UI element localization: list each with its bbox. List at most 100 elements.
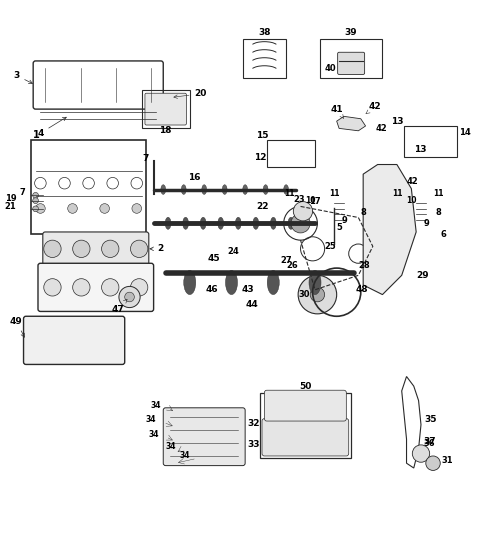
Text: 32: 32 <box>247 419 259 428</box>
FancyBboxPatch shape <box>163 408 244 466</box>
Text: 45: 45 <box>207 254 220 263</box>
Text: 12: 12 <box>254 153 266 162</box>
Circle shape <box>101 240 119 258</box>
Ellipse shape <box>270 217 276 229</box>
Text: 40: 40 <box>324 64 335 72</box>
Text: 23: 23 <box>293 195 304 203</box>
Text: 44: 44 <box>245 300 258 308</box>
Circle shape <box>32 206 38 212</box>
Text: 20: 20 <box>173 89 207 98</box>
Ellipse shape <box>200 217 206 229</box>
Text: 48: 48 <box>355 285 368 294</box>
Text: 27: 27 <box>280 256 291 265</box>
Circle shape <box>35 203 45 213</box>
Text: 8: 8 <box>435 208 440 217</box>
Text: 21: 21 <box>4 202 16 211</box>
Circle shape <box>68 203 77 213</box>
Text: 7: 7 <box>19 188 25 197</box>
Ellipse shape <box>287 217 293 229</box>
FancyBboxPatch shape <box>43 232 149 266</box>
Text: 8: 8 <box>360 208 366 217</box>
Text: 11: 11 <box>432 189 442 198</box>
Text: 6: 6 <box>439 230 445 239</box>
Bar <box>319 39 382 78</box>
Circle shape <box>124 292 134 302</box>
Text: 22: 22 <box>255 202 268 211</box>
FancyBboxPatch shape <box>264 390 346 421</box>
Text: 2: 2 <box>150 245 164 253</box>
Bar <box>30 141 146 234</box>
Circle shape <box>32 198 38 203</box>
Bar <box>242 39 286 78</box>
Ellipse shape <box>182 217 188 229</box>
Circle shape <box>44 279 61 296</box>
Text: 35: 35 <box>424 415 437 424</box>
FancyBboxPatch shape <box>38 263 153 312</box>
Polygon shape <box>363 164 415 295</box>
Circle shape <box>130 279 148 296</box>
Text: 28: 28 <box>358 261 369 270</box>
Text: 10: 10 <box>406 196 416 205</box>
Text: 19: 19 <box>5 194 16 203</box>
Text: 18: 18 <box>159 126 171 135</box>
Text: 33: 33 <box>247 440 259 450</box>
Text: 11: 11 <box>391 189 402 198</box>
FancyBboxPatch shape <box>261 419 348 456</box>
Bar <box>259 393 350 458</box>
Text: 47: 47 <box>111 299 127 314</box>
Ellipse shape <box>222 184 227 194</box>
Circle shape <box>290 214 310 233</box>
Text: 13: 13 <box>390 116 402 126</box>
Text: 13: 13 <box>413 146 425 155</box>
Text: 37: 37 <box>423 437 435 446</box>
Text: 38: 38 <box>257 29 270 37</box>
Text: 30: 30 <box>298 290 309 299</box>
Text: 9: 9 <box>423 219 428 228</box>
Bar <box>141 90 189 128</box>
Ellipse shape <box>283 184 288 194</box>
Bar <box>403 126 456 157</box>
Circle shape <box>101 279 119 296</box>
Text: 34: 34 <box>151 401 161 410</box>
Text: 9: 9 <box>341 216 347 225</box>
Ellipse shape <box>183 270 196 295</box>
Text: 29: 29 <box>415 270 428 280</box>
Ellipse shape <box>225 270 237 295</box>
Text: 34: 34 <box>165 442 175 451</box>
Text: 14: 14 <box>458 128 470 137</box>
Text: 43: 43 <box>241 285 253 294</box>
Ellipse shape <box>235 217 241 229</box>
Text: 26: 26 <box>286 261 297 270</box>
FancyBboxPatch shape <box>145 93 186 125</box>
Text: 42: 42 <box>365 102 381 114</box>
Ellipse shape <box>181 184 186 194</box>
Text: 41: 41 <box>330 104 343 118</box>
Circle shape <box>73 279 90 296</box>
Bar <box>266 141 314 167</box>
Ellipse shape <box>263 184 268 194</box>
Ellipse shape <box>267 270 279 295</box>
Text: 1: 1 <box>33 130 40 140</box>
Text: 25: 25 <box>324 242 336 251</box>
Circle shape <box>411 445 429 462</box>
Circle shape <box>425 456 439 471</box>
Text: 34: 34 <box>148 430 159 439</box>
Text: 39: 39 <box>344 29 357 37</box>
Ellipse shape <box>201 184 206 194</box>
Text: 34: 34 <box>146 415 156 424</box>
Circle shape <box>44 240 61 258</box>
Text: 10: 10 <box>305 196 315 205</box>
Text: 24: 24 <box>227 247 239 256</box>
Circle shape <box>73 240 90 258</box>
Circle shape <box>132 203 141 213</box>
Text: 3: 3 <box>13 71 32 83</box>
Ellipse shape <box>165 217 170 229</box>
Text: 31: 31 <box>441 456 453 465</box>
Text: 11: 11 <box>283 189 294 198</box>
Ellipse shape <box>252 217 258 229</box>
Circle shape <box>100 203 109 213</box>
Circle shape <box>293 202 312 221</box>
Circle shape <box>310 287 324 302</box>
Circle shape <box>298 275 336 314</box>
Circle shape <box>130 240 148 258</box>
